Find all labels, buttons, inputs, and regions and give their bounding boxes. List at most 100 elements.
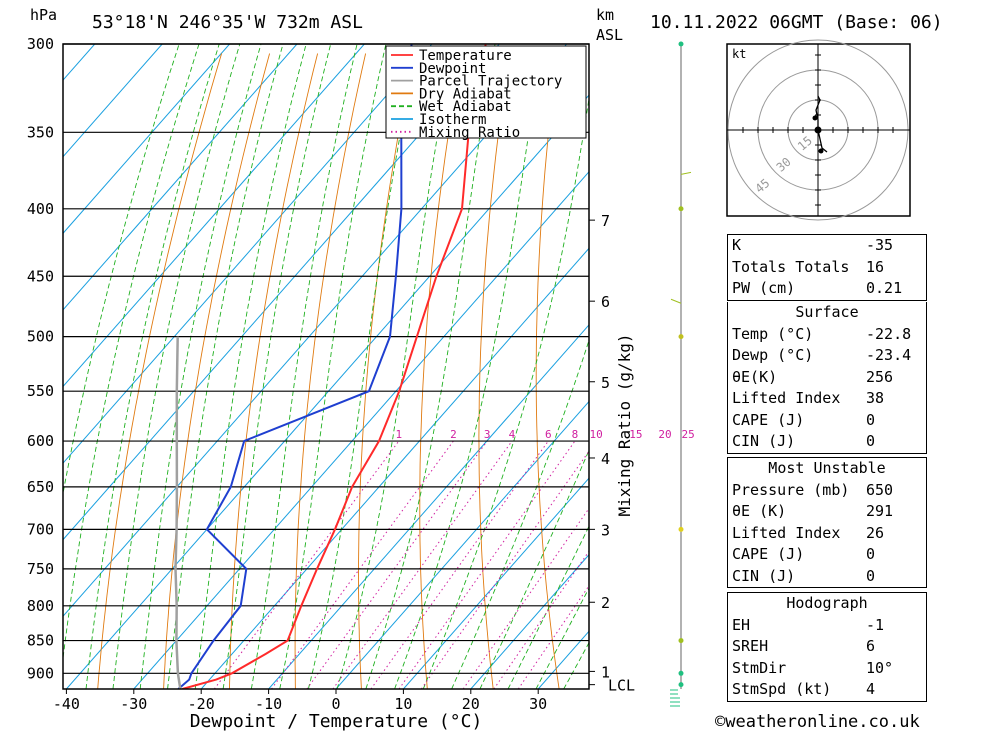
legend-label: Temperature <box>419 48 512 64</box>
pw-label: PW (cm) <box>732 279 796 297</box>
most-unstable-value: 0 <box>866 566 876 585</box>
most-unstable-row: θE (K) 291 <box>728 501 926 523</box>
hodograph-label: StmDir <box>732 658 787 677</box>
surface-value: 38 <box>866 389 885 407</box>
hodograph-value: -1 <box>866 615 885 634</box>
temperature-tick-label: 20 <box>462 695 480 713</box>
pressure-tick-label: 750 <box>27 560 54 578</box>
isotherm-line <box>63 44 433 464</box>
wind-level-marker <box>678 670 684 676</box>
surface-value: -23.4 <box>866 346 912 364</box>
mixing-ratio-line <box>493 550 589 689</box>
hodograph-value: 10° <box>866 658 894 677</box>
surface-value: -22.8 <box>866 324 912 343</box>
location-title: 53°18'N 246°35'W 732m ASL <box>92 12 363 33</box>
km-tick-label: 5 <box>601 374 610 392</box>
datetime-title: 10.11.2022 06GMT (Base: 06) <box>650 12 943 33</box>
axes: 300350400450500550600650700750800850900-… <box>27 35 547 713</box>
x-axis-label: Dewpoint / Temperature (°C) <box>190 711 483 732</box>
most-unstable-panel: Most Unstable Pressure (mb) 650 θE (K) 291 L… <box>727 457 927 588</box>
wet-adiabat-line <box>307 44 419 689</box>
mixing-ratio-label: 25 <box>682 428 695 441</box>
most-unstable-value: 0 <box>866 545 876 563</box>
pressure-tick-label: 650 <box>27 478 54 496</box>
surface-label: CIN (J) <box>732 432 796 450</box>
hodograph-unit: kt <box>732 47 746 61</box>
km-tick-label: 3 <box>601 521 610 539</box>
surface-row: θE(K) 256 <box>728 367 926 389</box>
hodograph-row: StmDir 10° <box>728 658 926 680</box>
dewpoint-line <box>177 44 413 689</box>
legend-label: Isotherm <box>419 112 486 128</box>
km-tick-label: 4 <box>601 450 610 468</box>
mixing-ratio-axis-label: Mixing Ratio (g/kg) <box>615 333 634 516</box>
mixing-ratio-line <box>398 440 576 689</box>
temperature-tick-label: -40 <box>53 695 80 713</box>
most-unstable-row: Lifted Index 26 <box>728 523 926 545</box>
pressure-tick-label: 550 <box>27 382 54 400</box>
hodograph-origin <box>814 126 822 134</box>
wet-adiabat-line <box>394 44 543 689</box>
totals-totals-value: 16 <box>866 257 885 276</box>
most-unstable-value: 26 <box>866 523 885 542</box>
dry-adiabat-line <box>990 54 1000 690</box>
isotherm-line <box>268 324 589 689</box>
pressure-tick-label: 850 <box>27 632 54 650</box>
temperature-tick-label: 10 <box>394 695 412 713</box>
pressure-tick-label: 900 <box>27 664 54 682</box>
isotherm-line <box>403 477 589 689</box>
mixing-ratio-line <box>420 450 589 689</box>
isotherm-line <box>63 44 365 388</box>
temperature-tick-label: -30 <box>120 695 147 713</box>
hodograph-label: StmSpd (kt) <box>732 680 832 698</box>
isotherm-line <box>335 400 589 689</box>
km-tick-label: 6 <box>601 293 610 311</box>
most-unstable-label: Pressure (mb) <box>732 480 850 499</box>
pw-row: PW (cm) 0.21 <box>728 278 926 300</box>
surface-row: Temp (°C) -22.8 <box>728 324 926 346</box>
isotherm-line <box>63 44 500 541</box>
mixing-ratio-label: 20 <box>658 428 671 441</box>
surface-panel: Surface Temp (°C) -22.8 Dewp (°C) -23.4 θE(K… <box>727 302 927 454</box>
most-unstable-value: 650 <box>866 480 894 499</box>
km-unit: km <box>596 6 614 24</box>
legend-label: Parcel Trajectory <box>419 74 562 90</box>
parcel-trajectory-line <box>174 336 182 689</box>
most-unstable-row: CAPE (J) 0 <box>728 544 926 566</box>
totals-totals-label: Totals Totals <box>732 257 850 276</box>
km-tick-label: LCL <box>608 677 635 695</box>
isotherm-line <box>0 44 27 689</box>
wet-adiabat-line <box>451 338 589 689</box>
wet-adiabat-line <box>112 44 241 689</box>
isotherm-line <box>66 94 589 689</box>
pw-value: 0.21 <box>866 279 903 297</box>
temperature-tick-label: 30 <box>529 695 547 713</box>
hodograph-row: SREH 6 <box>728 636 926 658</box>
profile-series <box>174 44 487 689</box>
wet-adiabat-line <box>63 44 180 496</box>
hodograph-table-panel: Hodograph EH -1 SREH 6 StmDir 10° StmSpd (kt) 4 <box>727 592 927 702</box>
k-index-label: K <box>732 236 742 254</box>
mixing-ratio-label: 4 <box>509 428 516 441</box>
surface-value: 0 <box>866 432 876 450</box>
isotherm-line <box>63 44 567 618</box>
surface-row: CIN (J) 0 <box>728 431 926 453</box>
mixing-ratio-line <box>271 440 454 689</box>
dry-adiabat-line <box>942 54 1000 690</box>
pressure-tick-label: 800 <box>27 597 54 615</box>
legend-label: Dry Adiabat <box>419 86 512 102</box>
legend-label: Mixing Ratio <box>419 125 520 141</box>
mixing-ratio-label: 10 <box>590 428 603 441</box>
most-unstable-label: CIN (J) <box>732 566 796 585</box>
indices-panel: K -35 Totals Totals 16 PW (cm) 0.21 <box>727 234 927 301</box>
wet-adiabat-line <box>85 44 220 689</box>
mixing-ratio-label: 8 <box>572 428 579 441</box>
dry-adiabat-line <box>535 53 560 689</box>
mixing-ratio-label: 3 <box>484 428 491 441</box>
mixing-ratio-line <box>306 440 488 689</box>
wet-adiabat-line <box>222 44 332 689</box>
hodograph-table-title: Hodograph <box>786 594 868 612</box>
wind-level-marker <box>678 526 684 532</box>
hodograph-value: 6 <box>866 637 876 655</box>
mixing-ratio-line <box>462 507 589 689</box>
